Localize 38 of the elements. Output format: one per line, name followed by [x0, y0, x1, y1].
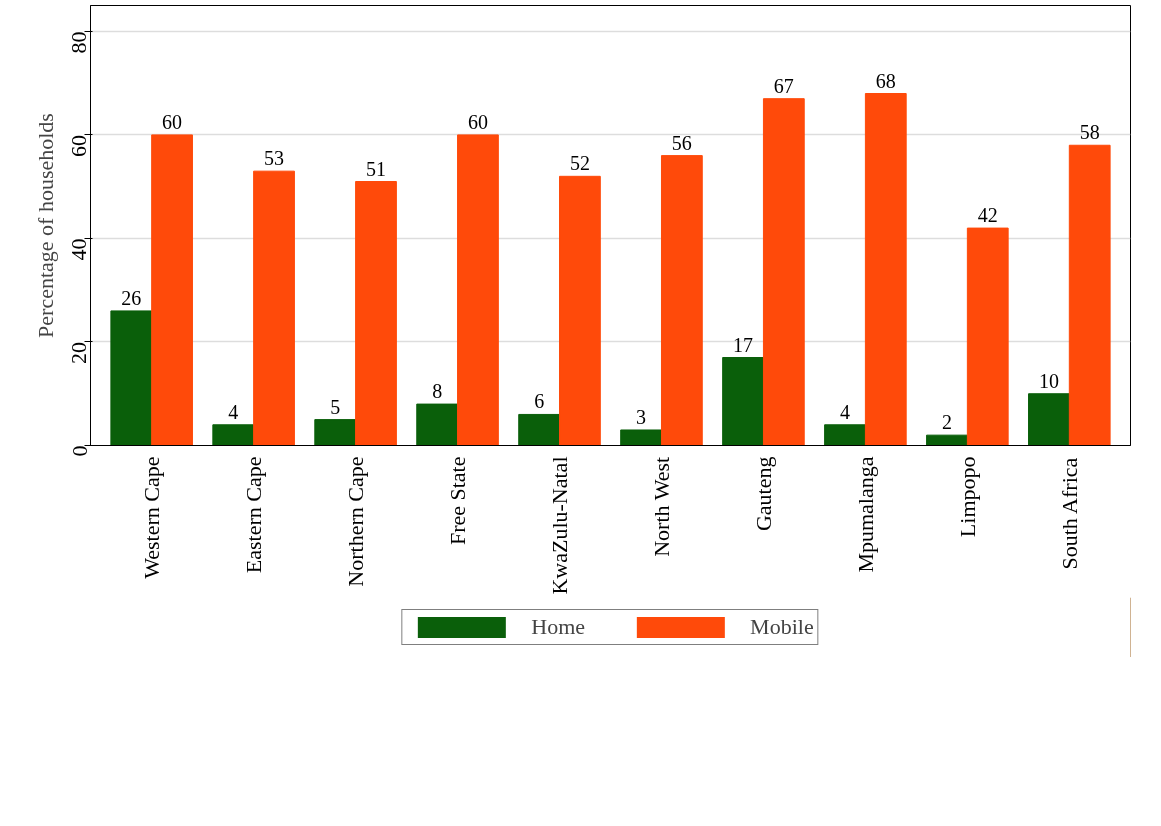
x-tick-label: Mpumalanga	[852, 456, 878, 573]
x-tick-label: Western Cape	[139, 456, 165, 579]
data-label: 10	[1038, 369, 1059, 392]
data-label: 56	[671, 131, 692, 154]
y-tick-label: 40	[66, 238, 92, 261]
data-label: 26	[121, 286, 142, 309]
data-label: 58	[1079, 121, 1100, 144]
data-label: 68	[875, 69, 896, 92]
y-tick-label: 20	[66, 341, 92, 364]
data-label: 60	[162, 110, 183, 133]
data-label: 3	[636, 405, 647, 428]
x-tick-label: Eastern Cape	[241, 456, 267, 574]
data-label: 8	[432, 380, 443, 403]
x-tick-label: Limpopo	[954, 456, 980, 538]
x-tick-label: Free State	[445, 456, 471, 546]
y-tick-label: 60	[66, 134, 92, 157]
y-axis-title: Percentage of households	[32, 113, 58, 338]
data-label: 67	[773, 74, 794, 97]
data-label: 5	[330, 395, 341, 418]
x-tick-label: KwaZulu-Natal	[547, 456, 573, 595]
data-label: 51	[365, 157, 386, 180]
y-tick-label: 80	[66, 31, 92, 54]
y-tick-label: 0	[66, 445, 92, 457]
data-label: 17	[733, 333, 754, 356]
x-tick-label: North West	[648, 456, 674, 557]
x-tick-label: Northern Cape	[343, 456, 369, 587]
data-label: 42	[977, 204, 998, 227]
data-label: 6	[534, 390, 545, 413]
legend-label: Mobile	[750, 614, 814, 640]
x-tick-label: South Africa	[1056, 457, 1082, 570]
data-label: 4	[840, 400, 851, 423]
x-tick-label: Gauteng	[750, 456, 776, 532]
legend-label: Home	[531, 614, 586, 640]
data-label: 52	[569, 152, 590, 175]
data-label: 2	[941, 411, 952, 434]
data-label: 53	[264, 147, 285, 170]
data-label: 4	[228, 400, 239, 423]
data-label: 60	[467, 110, 488, 133]
